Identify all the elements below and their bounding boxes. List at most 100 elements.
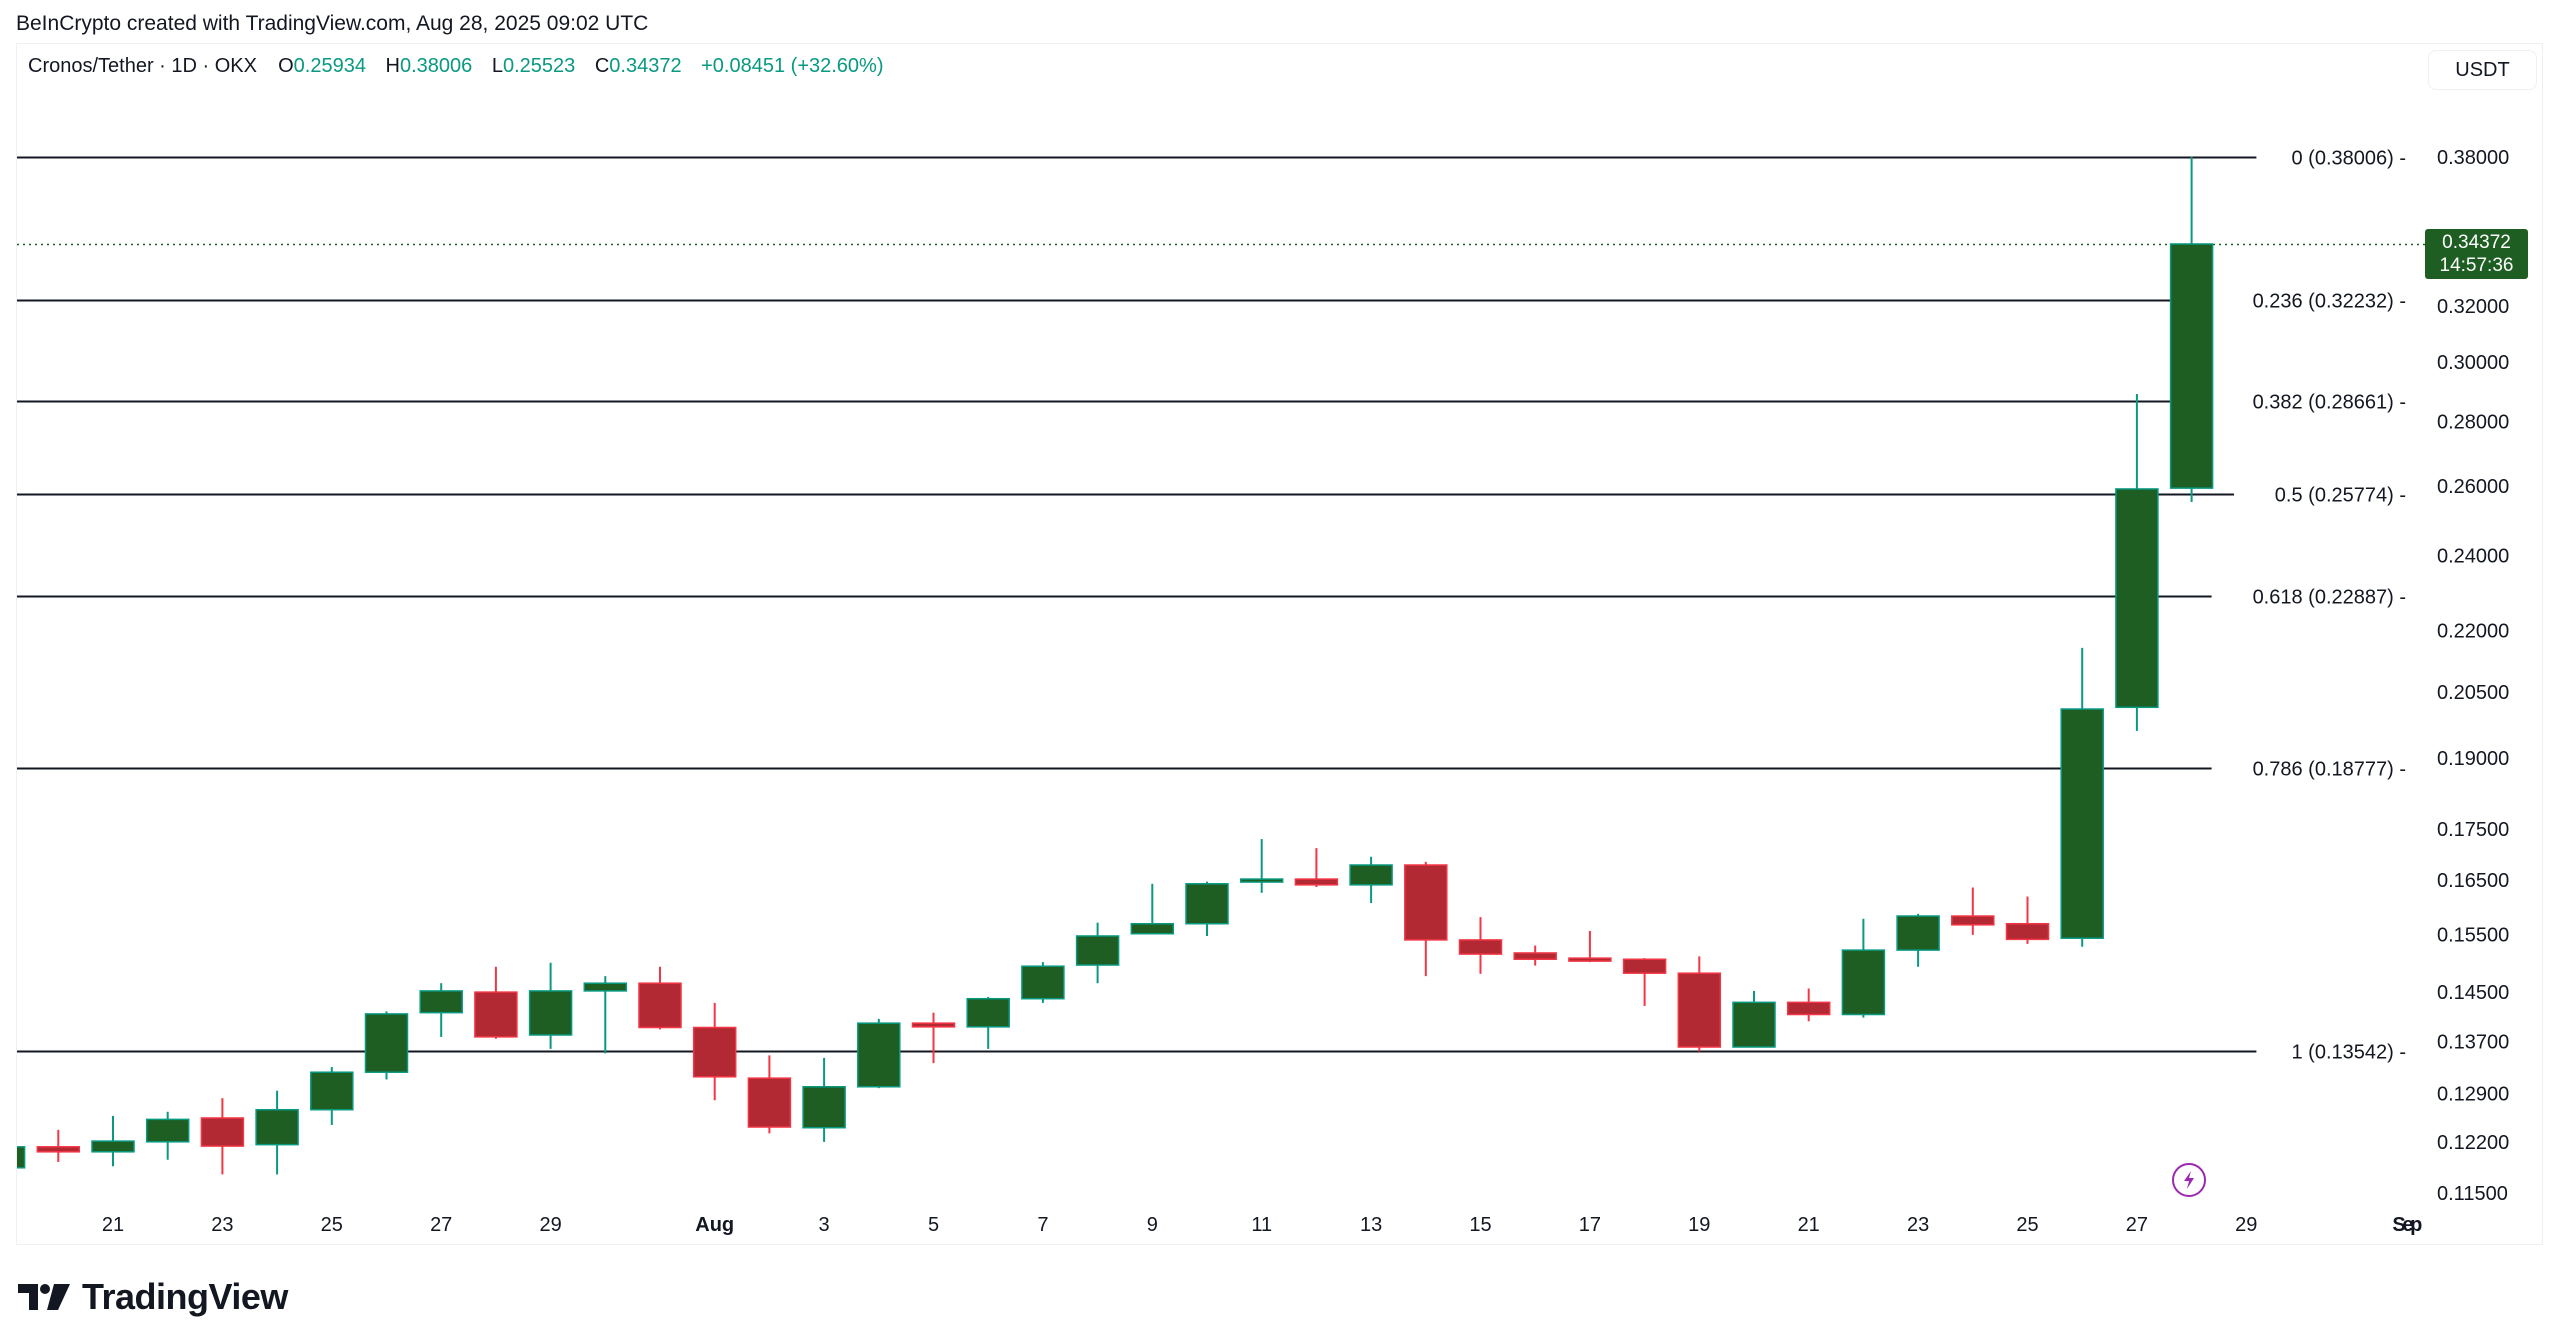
candle[interactable] — [2060, 647, 2104, 947]
price-tick-label: 0.26000 — [2437, 476, 2509, 498]
candle[interactable] — [1568, 930, 1612, 963]
candle[interactable] — [1896, 913, 1940, 967]
candle-body — [911, 1022, 956, 1028]
date-tick-label: Aug — [695, 1214, 734, 1236]
candle-body — [2115, 488, 2159, 709]
candle[interactable] — [1075, 922, 1120, 984]
candle[interactable] — [1786, 988, 1831, 1022]
price-tick-label: 0.38000 — [2437, 147, 2509, 169]
candle-body — [474, 991, 518, 1038]
candle[interactable] — [419, 983, 463, 1037]
candle[interactable] — [2005, 896, 2050, 944]
candle[interactable] — [2115, 393, 2159, 731]
time-axis[interactable]: 21 23 25 27 29 Aug 3 5 7 9 11 13 15 17 19 21 23 25 27 29 Sep — [102, 1214, 2423, 1236]
candle[interactable] — [583, 976, 628, 1054]
price-tick-label: 0.16500 — [2437, 870, 2509, 892]
candle[interactable] — [1404, 861, 1448, 977]
low-label: L — [491, 55, 503, 77]
last-price-tag: 0.34372 14:57:36 — [2425, 229, 2528, 279]
candle[interactable] — [1021, 962, 1065, 1003]
date-tick-label: 21 — [1798, 1214, 1820, 1236]
tradingview-logo[interactable]: TradingView — [18, 1276, 288, 1318]
candle[interactable] — [911, 1012, 956, 1064]
candle[interactable] — [1185, 881, 1229, 936]
symbol-name[interactable]: Cronos/Tether · 1D · OKX — [28, 55, 257, 77]
candle[interactable] — [145, 1111, 190, 1160]
fib-level-label: 0.5 (0.25774) - — [2275, 485, 2406, 507]
candle-body — [1239, 878, 1284, 883]
currency-button[interactable]: USDT — [2428, 50, 2537, 90]
date-tick-label: 21 — [102, 1214, 124, 1236]
candle[interactable] — [2169, 156, 2214, 502]
candle[interactable] — [474, 966, 518, 1039]
candle-body — [1677, 972, 1722, 1048]
date-tick-label: 29 — [539, 1214, 561, 1236]
candle[interactable] — [1841, 918, 1886, 1018]
bar-countdown: 14:57:36 — [2439, 255, 2514, 276]
fibonacci-retracement[interactable]: 0 (0.38006) - 0.236 (0.32232) - 0.382 (0.2… — [17, 148, 2406, 1064]
high-label: H — [385, 55, 400, 77]
candle[interactable] — [1677, 956, 1722, 1052]
candle[interactable] — [91, 1115, 135, 1167]
fib-level-label: 0.236 (0.32232) - — [2253, 291, 2406, 313]
candle-body — [747, 1077, 792, 1128]
candle-body — [692, 1026, 737, 1078]
candle-body — [1786, 1001, 1831, 1016]
candle[interactable] — [1513, 945, 1557, 966]
candle-body — [1021, 965, 1065, 1000]
candle-body — [145, 1118, 190, 1143]
attribution-text: BeInCrypto created with TradingView.com,… — [16, 12, 649, 35]
date-tick-label: 27 — [430, 1214, 452, 1236]
candle[interactable] — [255, 1090, 299, 1175]
candle[interactable] — [1130, 883, 1175, 935]
candle[interactable] — [1622, 958, 1667, 1006]
symbol-legend: Cronos/Tether · 1D · OKX O0.25934 H0.380… — [28, 55, 884, 78]
candle[interactable] — [638, 966, 682, 1030]
price-axis[interactable]: 0.38000 0.32000 0.30000 0.28000 0.26000 0.240… — [2437, 147, 2509, 1205]
price-tick-label: 0.32000 — [2437, 296, 2509, 318]
candle-body — [1513, 952, 1557, 961]
candle[interactable] — [1951, 887, 1995, 935]
price-tick-label: 0.30000 — [2437, 352, 2509, 374]
candle-body — [583, 982, 628, 992]
date-tick-label: 27 — [2126, 1214, 2148, 1236]
last-price-value: 0.34372 — [2442, 232, 2511, 253]
price-tick-label: 0.12200 — [2437, 1132, 2509, 1154]
candle[interactable] — [1239, 839, 1284, 893]
price-tick-label: 0.22000 — [2437, 621, 2509, 643]
candle[interactable] — [692, 1002, 737, 1101]
candle[interactable] — [1294, 848, 1339, 887]
lightning-event-icon[interactable] — [2172, 1163, 2206, 1197]
candle[interactable] — [36, 1129, 81, 1162]
candle[interactable] — [310, 1066, 354, 1125]
price-tick-label: 0.20500 — [2437, 682, 2509, 704]
candle[interactable] — [1349, 856, 1393, 903]
candle[interactable] — [1458, 917, 1503, 974]
candles[interactable] — [0, 156, 2214, 1175]
candle[interactable] — [0, 1145, 26, 1170]
candle[interactable] — [1732, 990, 1776, 1048]
candle[interactable] — [200, 1098, 245, 1175]
candle-body — [2060, 708, 2104, 939]
fib-level-label: 0.786 (0.18777) - — [2253, 759, 2406, 781]
tradingview-logo-text: TradingView — [82, 1276, 288, 1317]
candle-body — [1404, 864, 1448, 941]
chart-frame[interactable] — [16, 43, 2543, 1245]
candle-body — [1349, 864, 1393, 886]
candle[interactable] — [966, 996, 1010, 1049]
date-tick-label: 15 — [1469, 1214, 1491, 1236]
price-tick-label: 0.13700 — [2437, 1031, 2509, 1053]
candle-body — [1622, 958, 1667, 974]
change-value: +0.08451 (+32.60%) — [701, 55, 884, 77]
date-tick-label: 29 — [2235, 1214, 2257, 1236]
candle[interactable] — [857, 1018, 901, 1089]
candle-body — [2005, 922, 2050, 941]
fib-level-label: 1 (0.13542) - — [2291, 1042, 2406, 1064]
candle[interactable] — [747, 1055, 792, 1134]
candle[interactable] — [528, 962, 573, 1049]
candle[interactable] — [364, 1011, 409, 1080]
candle-body — [36, 1146, 81, 1153]
candle[interactable] — [802, 1057, 846, 1142]
candle-body — [802, 1086, 846, 1129]
